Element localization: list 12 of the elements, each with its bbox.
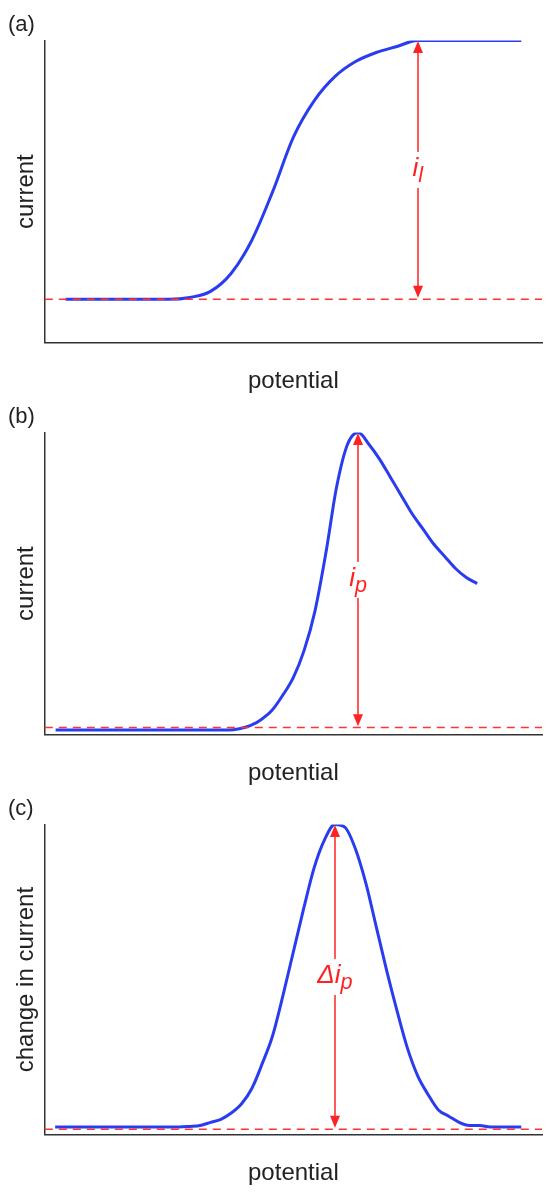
y-axis-title: change in current [11, 886, 39, 1073]
annotation: i$_{l}$ [410, 151, 425, 188]
chart-title: (a) [8, 11, 35, 37]
y-axis-title: current [11, 545, 39, 621]
chart-title: (b) [8, 403, 35, 429]
annotation: Δi$_{p}$ [315, 958, 355, 995]
x-axis-title: potential [248, 1158, 339, 1186]
y-axis-title: current [11, 153, 39, 229]
chart-title: (c) [8, 795, 34, 821]
annotation: i$_{p}$ [347, 561, 370, 599]
x-axis-title: potential [248, 366, 339, 394]
x-axis-title: potential [248, 758, 339, 786]
